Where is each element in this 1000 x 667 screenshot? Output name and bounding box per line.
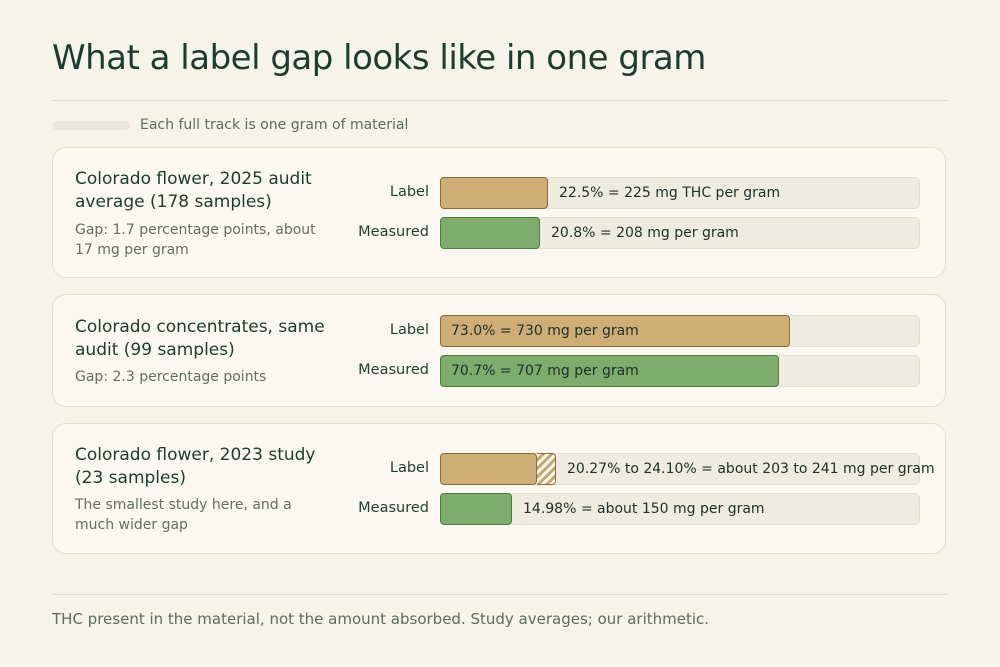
row-label-measured: Measured — [358, 500, 429, 516]
legend-text: Each full track is one gram of material — [140, 117, 409, 133]
label-value-text: 20.27% to 24.10% = about 203 to 241 mg p… — [567, 461, 935, 477]
top-divider — [52, 100, 948, 101]
row-label-label: Label — [389, 322, 429, 338]
label-bar — [440, 177, 548, 209]
measured-value-text: 70.7% = 707 mg per gram — [451, 363, 639, 379]
gram-track: 22.5% = 225 mg THC per gram — [440, 177, 920, 209]
bottom-divider — [52, 594, 948, 595]
group-note: Gap: 2.3 percentage points — [75, 369, 267, 385]
group-card-2: Colorado concentrates, same audit (99 sa… — [52, 294, 946, 407]
footnote: THC present in the material, not the amo… — [52, 610, 710, 628]
group-note: The smallest study here, and a much wide… — [75, 497, 292, 533]
gram-track: 20.27% to 24.10% = about 203 to 241 mg p… — [440, 453, 935, 485]
group-card-1: Colorado flower, 2025 audit average (178… — [52, 147, 946, 278]
gram-track: 70.7% = 707 mg per gram — [440, 355, 920, 387]
row-label-measured: Measured — [358, 362, 429, 378]
label-bar — [440, 315, 790, 347]
measured-bar — [440, 355, 779, 387]
group-title: Colorado flower, 2025 audit average (178… — [75, 169, 312, 212]
group-title: Colorado flower, 2023 study (23 samples) — [75, 445, 316, 488]
gram-track: 14.98% = about 150 mg per gram — [440, 493, 920, 525]
measured-value-text: 14.98% = about 150 mg per gram — [523, 501, 765, 517]
legend: Each full track is one gram of material — [52, 116, 408, 134]
measured-bar — [440, 493, 512, 525]
measured-bar — [440, 217, 540, 249]
label-range-hatch — [537, 453, 556, 485]
legend-track-swatch — [52, 120, 130, 130]
measured-value-text: 20.8% = 208 mg per gram — [551, 225, 739, 241]
row-label-label: Label — [389, 184, 429, 200]
group-title: Colorado concentrates, same audit (99 sa… — [75, 317, 325, 360]
group-note: Gap: 1.7 percentage points, about 17 mg … — [75, 222, 316, 258]
label-bar-low — [440, 453, 537, 485]
row-label-label: Label — [389, 460, 429, 476]
gram-track: 73.0% = 730 mg per gram — [440, 315, 920, 347]
gram-track: 20.8% = 208 mg per gram — [440, 217, 920, 249]
group-card-3: Colorado flower, 2023 study (23 samples)… — [52, 423, 946, 554]
row-label-measured: Measured — [358, 224, 429, 240]
label-value-text: 22.5% = 225 mg THC per gram — [559, 185, 781, 201]
chart-title: What a label gap looks like in one gram — [52, 38, 706, 78]
label-value-text: 73.0% = 730 mg per gram — [451, 323, 639, 339]
